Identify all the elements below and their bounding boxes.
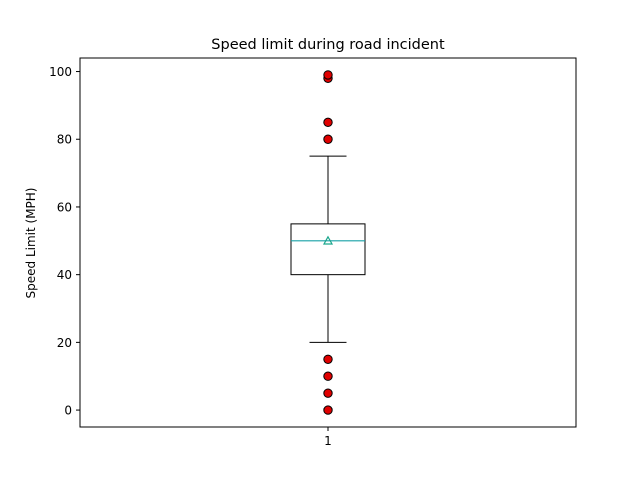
mean-marker [322,235,334,245]
outlier-point [323,354,333,364]
y-tick-label: 0 [64,404,72,418]
outlier-point [323,134,333,144]
outlier-point [323,117,333,128]
y-tick-label: 80 [57,133,72,147]
y-tick-label: 100 [49,65,72,79]
y-tick-label: 40 [57,268,72,282]
y-tick-label: 20 [57,336,72,350]
outlier-point [323,405,333,415]
x-tick-label: 1 [324,434,332,448]
plot-area: 0 20 40 60 80 100 1 [49,57,577,448]
chart-title: Speed limit during road incident [211,37,445,53]
y-tick-label: 60 [57,200,72,214]
outlier-point [323,388,333,398]
iqr-box [290,223,366,276]
y-axis-label: Speed Limit (MPH) [24,188,38,299]
outlier-point [323,371,333,381]
outlier-point [323,70,333,80]
